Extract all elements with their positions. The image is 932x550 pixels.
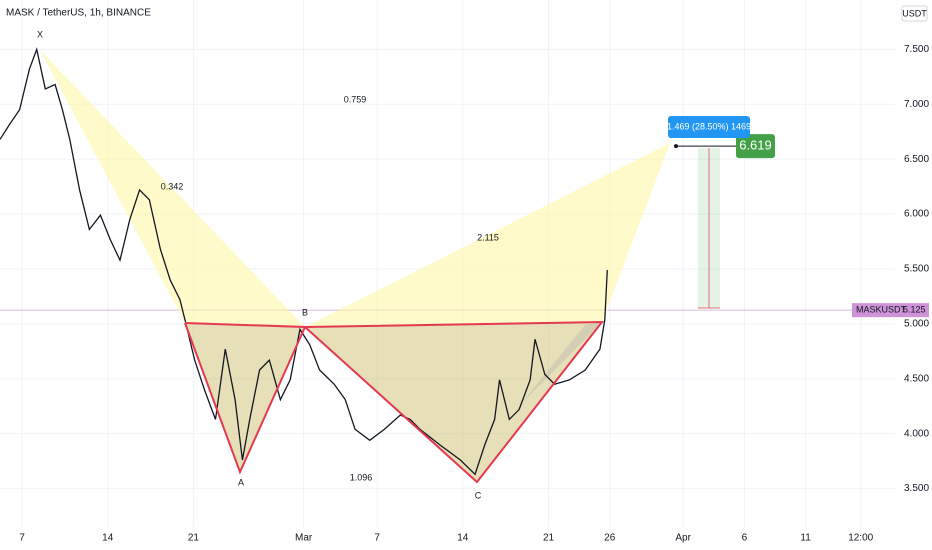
- projection-box-label: [668, 116, 750, 138]
- pattern-ratio-label: 1.096: [350, 472, 373, 482]
- x-tick-label: 26: [604, 533, 616, 544]
- pattern-fill-a: [185, 323, 305, 472]
- y-tick-label: 4.500: [904, 373, 929, 384]
- x-tick-label: 7: [374, 533, 380, 544]
- pattern-point-label: A: [238, 477, 244, 487]
- y-tick-label: 5.000: [904, 319, 929, 330]
- target-label: 6.619: [739, 138, 772, 153]
- x-tick-label: Mar: [295, 533, 313, 544]
- chart-title: MASK / TetherUS, 1h, BINANCE: [6, 8, 151, 19]
- pattern-grey: [520, 322, 602, 405]
- pattern-ratio-label: 0.342: [161, 181, 184, 191]
- pattern-xab: [40, 50, 305, 327]
- plot: [0, 47, 608, 476]
- pattern-point-label: X: [37, 29, 43, 39]
- currency-box: [901, 5, 928, 22]
- pattern-line-a: [184, 322, 307, 475]
- y-tick-label: 7.000: [904, 99, 929, 110]
- x-tick-label: 21: [543, 533, 555, 544]
- projection-label: 1.469 (28.50%) 1469: [667, 121, 751, 131]
- y-tick-label: 3.500: [904, 483, 929, 494]
- currency: USDT: [902, 8, 927, 18]
- target-dot: [674, 144, 678, 149]
- pattern-point-label: C: [475, 490, 482, 500]
- y-tick-label: 5.500: [904, 264, 929, 275]
- x-tick-label: 21: [188, 533, 200, 544]
- pattern-point-label: B: [302, 307, 308, 317]
- target-box: [736, 134, 775, 159]
- pattern-ratio-label: 2.115: [477, 232, 499, 242]
- x-tick-label: 11: [800, 533, 811, 544]
- price-line: [0, 47, 608, 476]
- x-tick-label: 12:00: [848, 533, 873, 544]
- last-price-label: 5.125: [903, 305, 926, 315]
- last-price-box: [852, 303, 929, 318]
- x-tick-label: 7: [19, 533, 25, 544]
- symbol-label: MASKUSDT: [856, 305, 907, 315]
- pattern-bcd: [305, 143, 670, 327]
- pattern-line-c: [304, 320, 605, 484]
- y-tick-label: 7.500: [904, 44, 929, 55]
- x-tick-label: 14: [457, 533, 469, 544]
- x-tick-label: 14: [102, 533, 114, 544]
- pattern-fill-c: [305, 322, 602, 482]
- y-tick-label: 4.000: [904, 428, 929, 439]
- y-tick-label: 6.500: [904, 154, 929, 165]
- y-tick-label: 6.000: [904, 209, 929, 220]
- pattern-ratio-label: 0.759: [344, 94, 367, 104]
- x-tick-label: Apr: [675, 533, 691, 544]
- x-tick-label: 6: [742, 533, 748, 544]
